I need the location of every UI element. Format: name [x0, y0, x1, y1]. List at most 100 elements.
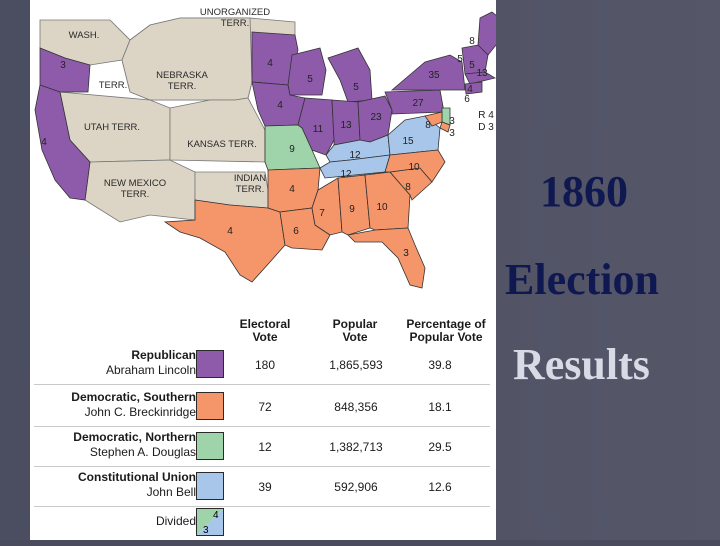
legend-candidate: John C. Breckinridge: [84, 405, 196, 419]
legend-percentage: 29.5: [428, 440, 452, 454]
state-electoral-vote-al: 9: [349, 204, 355, 215]
legend-party-name: Democratic, Northern Stephen A. Douglas: [26, 430, 196, 460]
state-electoral-vote-ny: 35: [428, 70, 440, 81]
state-electoral-vote-la: 6: [293, 226, 299, 237]
label-indian-territory: INDIAN TERR.: [234, 173, 266, 195]
label-utah-territory: UTAH TERR.: [84, 122, 140, 133]
state-electoral-vote-mi: 5: [353, 82, 359, 93]
legend-electoral-vote: 12: [258, 440, 272, 454]
legend-electoral-vote: 72: [258, 400, 272, 414]
state-new-york: [390, 54, 466, 91]
state-electoral-vote-ar: 4: [289, 184, 295, 195]
legend-party: Constitutional Union: [78, 470, 196, 484]
legend-party-name: Democratic, Southern John C. Breckinridge: [26, 390, 196, 420]
label-nebraska-territory: NEBRASKA TERR.: [156, 70, 208, 92]
legend-row-divided: Divided 3 4: [30, 508, 496, 546]
state-california: [34, 84, 91, 201]
label-washington-territory: WASH.: [69, 30, 100, 41]
state-alabama: [337, 174, 371, 236]
state-electoral-vote-pa: 27: [412, 98, 424, 109]
legend-electoral-vote: 39: [258, 480, 272, 494]
state-electoral-vote-nc: 10: [408, 162, 420, 173]
legend-popular-vote: 848,356: [334, 400, 378, 414]
legend-popular-vote: 1,865,593: [329, 358, 383, 372]
legend-row: Democratic, Southern John C. Breckinridge…: [30, 388, 496, 426]
legend-swatch: [196, 350, 224, 378]
state-massachusetts: [464, 71, 496, 85]
state-electoral-vote-nj: 3: [449, 116, 455, 127]
state-electoral-vote-vt: 5: [457, 54, 463, 65]
legend-popular-vote: 1,382,713: [329, 440, 383, 454]
label-kansas-territory: KANSAS TERR.: [187, 139, 257, 150]
state-north-carolina: [384, 149, 446, 183]
legend-row: Democratic, Northern Stephen A. Douglas 12…: [30, 428, 496, 466]
legend-candidate: Abraham Lincoln: [105, 363, 196, 377]
state-electoral-vote-va: 15: [402, 136, 414, 147]
legend-swatch: [196, 472, 224, 500]
legend-divider: [34, 506, 490, 507]
legend-electoral-vote: 180: [254, 358, 276, 372]
legend-percentage: 18.1: [428, 400, 452, 414]
state-electoral-vote-nh: 5: [469, 60, 475, 71]
map-note-de-note: D 3: [478, 122, 494, 133]
legend-row: Constitutional Union John Bell 39 592,906 12…: [30, 468, 496, 506]
legend-popular-vote: 592,906: [334, 480, 378, 494]
territory-kansas: [169, 97, 266, 163]
state-electoral-vote-ia: 4: [277, 100, 283, 111]
state-electoral-vote-oh: 23: [370, 112, 382, 123]
legend-divider: [34, 426, 490, 427]
legend-divided-swatch: 34: [196, 508, 224, 536]
state-electoral-vote-in: 13: [340, 120, 352, 131]
state-electoral-vote-ca: 4: [41, 137, 47, 148]
legend-divider: [34, 384, 490, 385]
label-unorganized-territory: UNORGANIZED TERR.: [200, 7, 270, 29]
legend-divided-right: 4: [213, 510, 219, 521]
results-legend: Electoral Vote Popular Vote Percentage of P…: [30, 312, 496, 540]
state-electoral-vote-sc: 8: [405, 182, 411, 193]
header-popular-vote: Popular Vote: [332, 317, 378, 344]
slide-title-election: Election: [505, 255, 659, 304]
state-electoral-vote-ga: 10: [376, 202, 388, 213]
state-electoral-vote-de: 3: [449, 128, 455, 139]
map-note-ri-note: R 4: [478, 110, 494, 121]
slide-title-results: Results: [513, 340, 650, 389]
legend-row: Republican Abraham Lincoln 180 1,865,593 39.…: [30, 346, 496, 384]
legend-party: Democratic, Southern: [71, 390, 196, 404]
state-electoral-vote-ma: 13: [476, 68, 488, 79]
election-map: UNORGANIZED TERR. WASH. NEBRASKA TERR. TER…: [34, 7, 496, 289]
legend-swatch: [196, 392, 224, 420]
legend-party-name: Republican Abraham Lincoln: [26, 348, 196, 378]
state-electoral-vote-ky: 12: [349, 150, 361, 161]
state-vermont-nh: [461, 44, 489, 75]
legend-percentage: 12.6: [428, 480, 452, 494]
legend-candidate: John Bell: [146, 485, 196, 499]
state-electoral-vote-md: 8: [425, 120, 431, 131]
state-electoral-vote-ct: 6: [464, 94, 470, 105]
legend-divided-label: Divided: [155, 514, 196, 528]
legend-divider: [34, 466, 490, 467]
state-electoral-vote-ms: 7: [319, 208, 325, 219]
state-ct-ri: [464, 81, 483, 95]
legend-party-name: Constitutional Union John Bell: [26, 470, 196, 500]
legend-percentage: 39.8: [428, 358, 452, 372]
state-florida: [347, 227, 426, 289]
legend-party: Democratic, Northern: [73, 430, 196, 444]
legend-divided-left: 3: [203, 525, 209, 536]
map-panel: UNORGANIZED TERR. WASH. NEBRASKA TERR. TER…: [30, 0, 496, 540]
legend-candidate: Stephen A. Douglas: [89, 445, 196, 459]
state-electoral-vote-mn: 4: [267, 58, 273, 69]
slide-title-year: 1860: [540, 167, 628, 216]
header-electoral-vote: Electoral Vote: [239, 317, 291, 344]
state-electoral-vote-mo: 9: [289, 144, 295, 155]
label-territory: TERR.: [99, 80, 128, 91]
state-delaware: [439, 121, 451, 133]
state-michigan: [327, 47, 373, 103]
state-electoral-vote-or: 3: [60, 60, 66, 71]
state-electoral-vote-ri: 4: [467, 84, 473, 95]
state-electoral-vote-wi: 5: [307, 74, 313, 85]
state-electoral-vote-me: 8: [469, 36, 475, 47]
label-new-mexico-territory: NEW MEXICO TERR.: [104, 178, 166, 200]
state-electoral-vote-tx: 4: [227, 226, 233, 237]
state-wisconsin: [287, 47, 327, 96]
state-electoral-vote-il: 11: [313, 124, 324, 135]
